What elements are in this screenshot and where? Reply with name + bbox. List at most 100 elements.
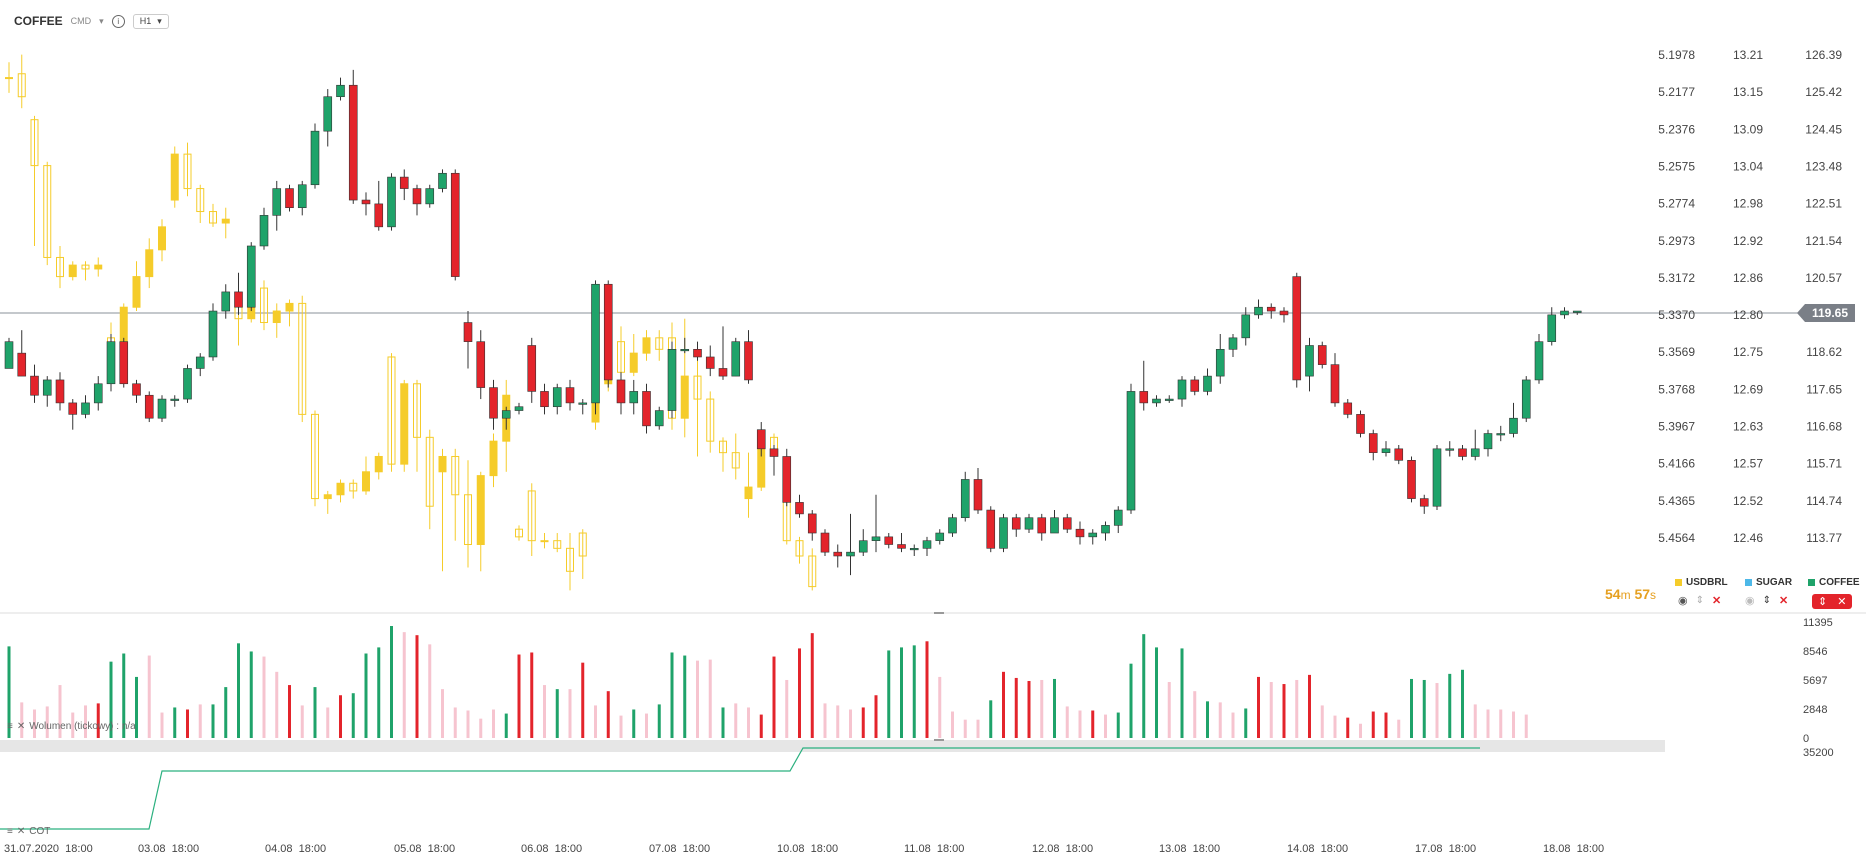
coffee-candle [1394,448,1404,461]
volume-bar [900,647,903,738]
volume-bar [364,653,368,738]
volume-bar [670,652,674,738]
legend-item-usdbrl[interactable]: USDBRL [1675,577,1728,588]
symbol-name[interactable]: COFFEE [14,14,63,28]
volume-bar [1410,678,1413,738]
volume-bar [543,685,546,738]
coffee-candle [578,402,588,405]
coffee-candle [323,96,333,132]
timeframe-select[interactable]: H1 ▾ [132,13,169,29]
current-price-tag [1797,303,1855,322]
volume-bar [1193,691,1197,738]
coffee-candle [1317,345,1327,365]
coffee-candle [17,352,27,377]
volume-bar [721,707,725,738]
coffee-candle [1113,509,1123,526]
volume-bar [402,632,406,738]
usdbrl-candle [17,73,26,98]
reorder-icon[interactable]: ⇕ [1818,596,1828,608]
coffee-candle [1088,532,1098,538]
coffee-candle [1241,314,1251,339]
coffee-tick-label: 123.48 [1805,159,1842,173]
coffee-candle [514,406,524,411]
eye-icon[interactable]: ◉ [1745,595,1755,607]
coffee-candle [897,544,906,549]
usdbrl-candle [362,471,370,492]
volume-bar [275,671,279,738]
coffee-candle [450,172,460,277]
volume-bar [836,705,840,738]
coffee-candle [782,456,792,503]
usdbrl-candle [476,475,485,546]
sugar-tick-label: 13.09 [1733,122,1763,136]
coffee-candle [1356,414,1365,434]
eye-icon[interactable]: ◉ [1678,595,1688,607]
coffee-candle [1228,337,1238,350]
reorder-icon[interactable]: ⇕ [1695,595,1704,606]
close-icon[interactable]: ✕ [16,721,26,732]
volume-bar [938,676,942,738]
chevron-down-icon[interactable]: ▾ [99,15,104,26]
usdbrl-tick-label: 5.2177 [1658,85,1695,99]
volume-bar [109,661,113,738]
coffee-candle [285,188,294,209]
coffee-candle [705,356,715,369]
info-icon[interactable]: i [111,14,125,28]
volume-bar [810,633,814,738]
close-icon[interactable]: ✕ [1779,595,1789,607]
current-price-value: 119.65 [1812,306,1848,320]
legend-item-sugar[interactable]: SUGAR [1745,577,1792,588]
volume-bar [33,709,36,738]
volume-indicator-label[interactable]: ≡ ✕ Wolumen (tickowy) : n/a [7,721,136,732]
close-icon[interactable]: ✕ [1837,596,1847,608]
volume-bar [71,712,75,738]
volume-bar [1473,704,1477,738]
volume-bar [772,656,776,738]
volume-bar [1448,673,1452,738]
volume-bar [135,676,138,738]
volume-bar [84,705,87,738]
coffee-candle [132,383,141,396]
cot-indicator-label[interactable]: ≡ ✕ COT [7,826,50,837]
usdbrl-candle [680,375,689,419]
usdbrl-tick-label: 5.1978 [1658,48,1695,62]
usdbrl-tick-label: 5.3768 [1658,382,1695,396]
volume-bar [798,648,801,738]
close-icon[interactable]: ✕ [1712,595,1722,607]
close-icon[interactable]: ✕ [16,826,26,837]
volume-bar [1129,663,1133,738]
coffee-candle [1521,379,1531,419]
legend-label-coffee: COFFEE [1819,577,1860,588]
coffee-tick-label: 124.45 [1805,122,1842,136]
coffee-candle [106,341,116,385]
reorder-icon[interactable]: ⇕ [1762,595,1771,606]
legend-item-coffee[interactable]: COFFEE [1808,577,1860,588]
coffee-active-controls[interactable]: ⇕ ✕ [1812,594,1853,609]
timeframe-value: H1 [139,16,152,26]
coffee-candle [1330,364,1340,404]
settings-icon[interactable]: ≡ [7,721,13,732]
time-axis-label: 17.08 18:00 [1415,843,1476,855]
coffee-candle [259,215,269,247]
coffee-candle [909,548,919,551]
coffee-candle [68,402,78,415]
sugar-tick-label: 12.98 [1733,197,1763,211]
sugar-tick-label: 13.15 [1733,85,1763,99]
coffee-candle [820,532,830,553]
usdbrl-candle [566,547,574,572]
volume-bar [1027,680,1031,738]
usdbrl-tick-label: 5.2973 [1658,234,1695,248]
usdbrl-candle [209,211,217,224]
coffee-candle [81,402,90,415]
volume-bar [1091,710,1095,738]
coffee-candle [1496,433,1506,436]
coffee-candle [1101,525,1110,534]
coffee-candle [1305,345,1314,377]
volume-bar [288,685,291,738]
coffee-candle [1266,306,1276,312]
coffee-candle [629,391,639,404]
settings-icon[interactable]: ≡ [7,826,13,837]
coffee-candle [1215,349,1225,377]
coffee-candle [310,130,320,186]
